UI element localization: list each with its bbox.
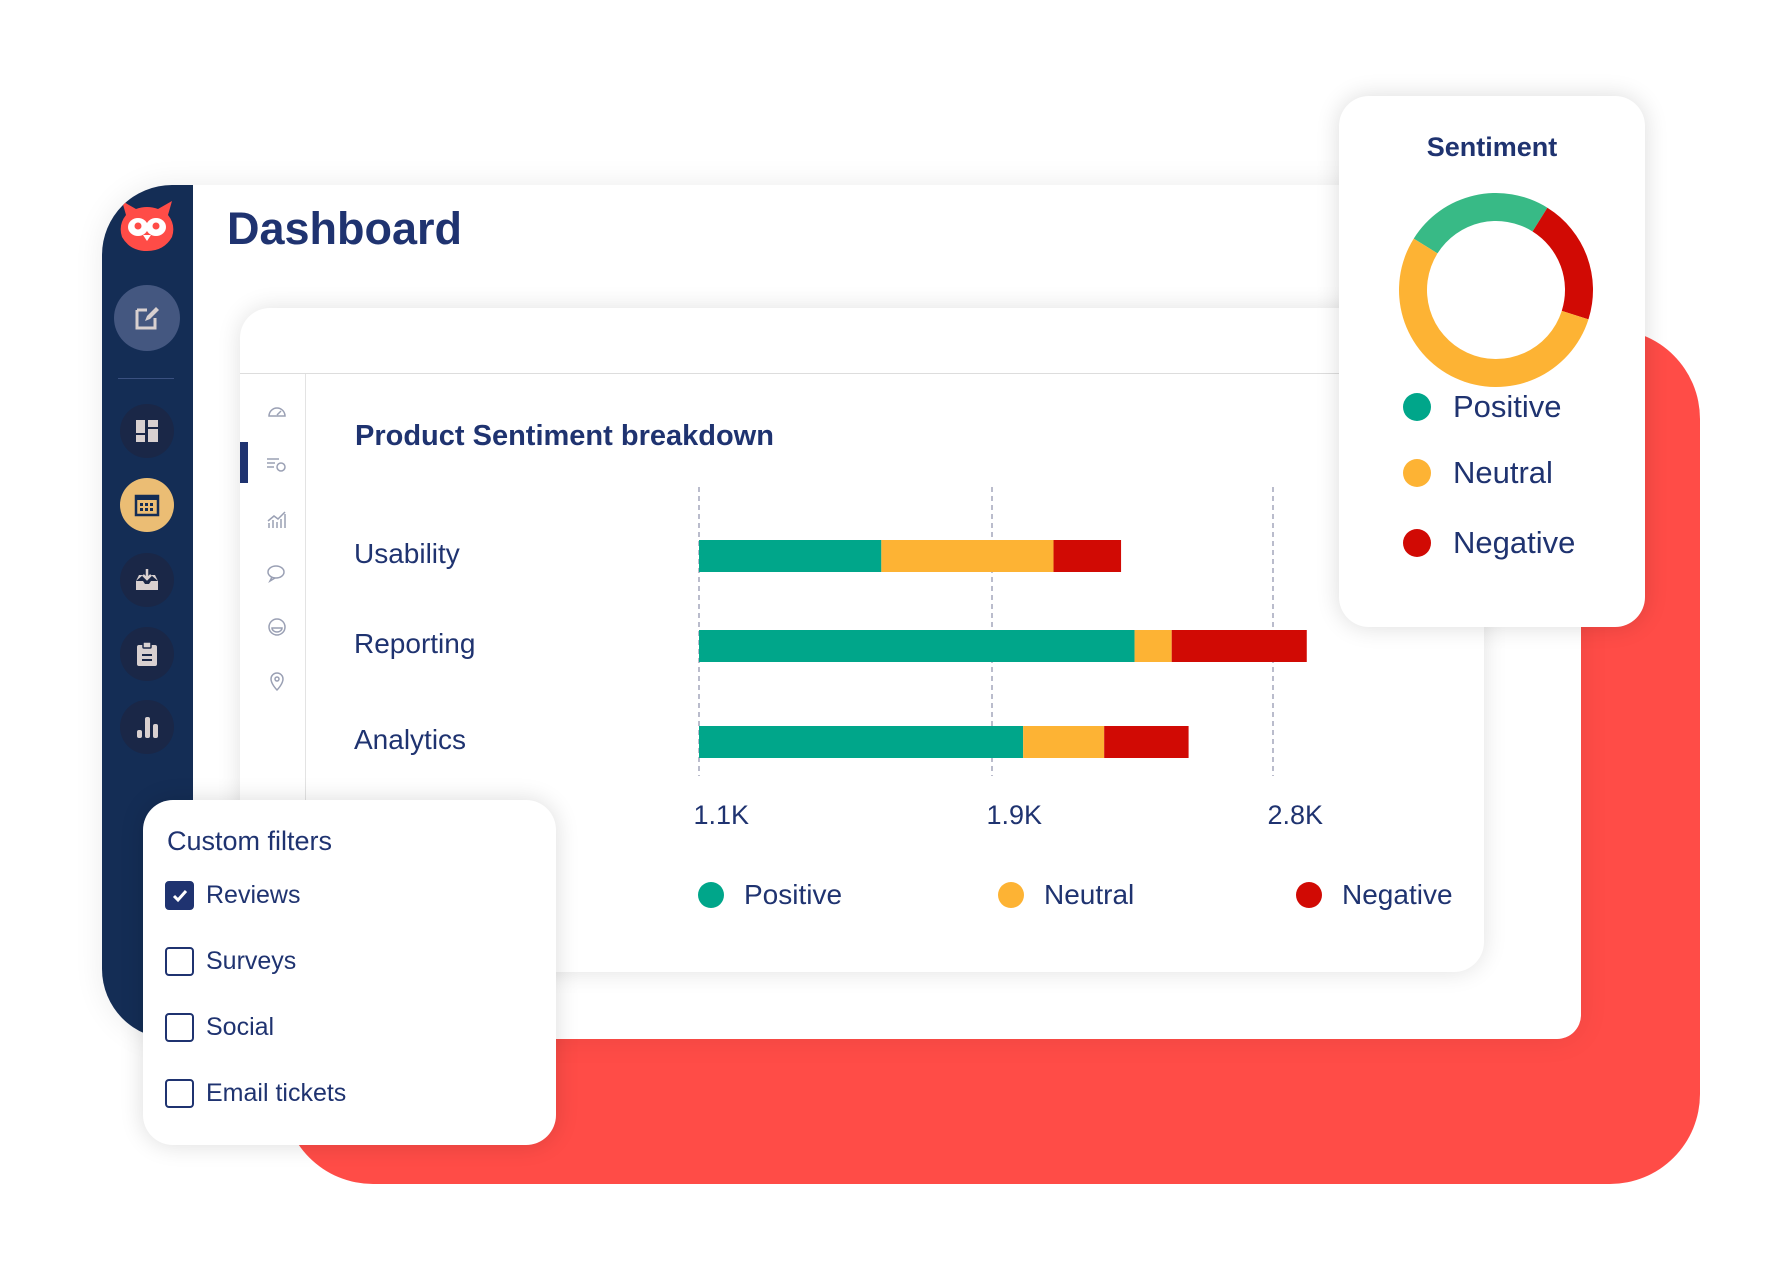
donut-slice-neutral [1399, 238, 1589, 388]
legend-item: Positive [698, 879, 842, 911]
legend-label: Neutral [1044, 879, 1135, 910]
sidebar-item-clipboard[interactable] [120, 627, 174, 681]
chat-icon[interactable] [266, 562, 288, 584]
bar-segment-neutral [881, 540, 1054, 572]
analytics-icon[interactable] [266, 508, 288, 530]
custom-filters-panel: Custom filters Reviews Surveys Social Email… [143, 800, 556, 1145]
sentiment-breakdown-card: Product Sentiment breakdown Usability Rep… [240, 308, 1484, 972]
owl-logo-icon [116, 195, 178, 257]
dashboard-icon [136, 420, 158, 442]
filter-label: Email tickets [206, 1079, 347, 1107]
location-icon[interactable] [266, 670, 288, 692]
legend-dot [1403, 529, 1431, 557]
sidebar-item-inbox[interactable] [120, 553, 174, 607]
sidebar-item-analytics[interactable] [120, 700, 174, 754]
bar-segment-negative [1053, 540, 1122, 572]
donut-slice-positive [1413, 192, 1548, 254]
active-indicator [240, 442, 248, 483]
sentiment-donut-chart [1399, 192, 1593, 388]
checkbox[interactable] [165, 947, 194, 976]
tick-label: 1.9K [986, 800, 1042, 830]
search-list-icon[interactable] [266, 454, 288, 476]
legend-item: Neutral [998, 879, 1134, 911]
filter-label: Reviews [206, 881, 301, 909]
filter-label: Social [206, 1013, 275, 1041]
filter-reviews[interactable]: Reviews [165, 881, 300, 910]
category-label: Usability [354, 538, 460, 569]
sidebar-item-calendar[interactable] [120, 478, 174, 532]
bar-segment-neutral [1023, 726, 1105, 758]
filter-email-tickets[interactable]: Email tickets [165, 1079, 346, 1108]
sidebar-item-dashboard[interactable] [120, 404, 174, 458]
legend-dot [1403, 393, 1431, 421]
check-icon [172, 889, 187, 902]
bar-segment-negative [1104, 726, 1189, 758]
legend-dot [1403, 459, 1431, 487]
compose-button[interactable] [114, 285, 180, 351]
inbox-icon [136, 569, 158, 590]
sentiment-legend-item: Neutral [1403, 455, 1553, 491]
bar-segment-positive [699, 540, 882, 572]
sub-navigation [240, 374, 306, 972]
legend-label: Positive [1453, 389, 1562, 424]
donut-slice-negative [1532, 207, 1593, 320]
checkbox[interactable] [165, 1013, 194, 1042]
card-header [240, 308, 1484, 374]
bar-segment-positive [699, 630, 1135, 662]
tick-label: 1.1K [693, 800, 749, 830]
bar-segment-positive [699, 726, 1024, 758]
legend-label: Neutral [1453, 455, 1553, 490]
clipboard-icon [137, 641, 157, 666]
legend-label: Positive [744, 879, 843, 910]
filter-surveys[interactable]: Surveys [165, 947, 296, 976]
filter-label: Surveys [206, 947, 297, 975]
bar-segment-neutral [1134, 630, 1172, 662]
edit-icon [135, 307, 159, 330]
legend-label: Negative [1342, 879, 1453, 910]
bar-chart-icon [137, 717, 158, 738]
sentiment-legend-item: Negative [1403, 525, 1575, 561]
checkbox[interactable] [165, 1079, 194, 1108]
tick-label: 2.8K [1267, 800, 1323, 830]
gauge-icon[interactable] [266, 400, 288, 422]
sentiment-donut-card: Sentiment Positive Neutral Negative [1339, 96, 1645, 627]
legend-item: Negative [1296, 879, 1453, 911]
sidebar-divider [118, 378, 174, 379]
sentiment-legend-item: Positive [1403, 389, 1562, 425]
sentiment-title: Sentiment [1426, 132, 1558, 162]
checkbox[interactable] [165, 881, 194, 910]
category-label: Reporting [354, 628, 476, 659]
filters-title: Custom filters [167, 826, 333, 856]
legend-label: Negative [1453, 525, 1576, 560]
filter-social[interactable]: Social [165, 1013, 274, 1042]
chart-title: Product Sentiment breakdown [355, 420, 774, 452]
legend-dot [1296, 882, 1322, 908]
bar-segment-negative [1171, 630, 1307, 662]
category-label: Analytics [354, 724, 467, 755]
smiley-icon[interactable] [266, 616, 288, 638]
legend-dot [698, 882, 724, 908]
calendar-icon [134, 494, 160, 517]
legend-dot [998, 882, 1024, 908]
page-title: Dashboard [227, 203, 463, 254]
bar-chart [698, 487, 1307, 776]
